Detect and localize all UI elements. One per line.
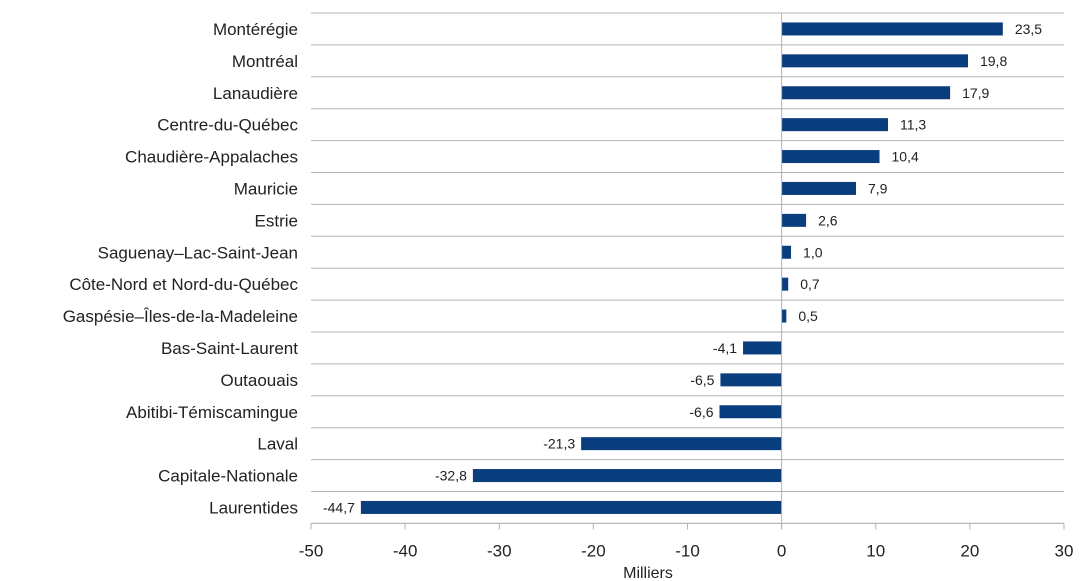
category-label: Centre-du-Québec (157, 116, 298, 135)
data-label: -6,6 (689, 404, 713, 420)
category-label: Lanaudière (213, 84, 298, 103)
data-label: 0,5 (798, 308, 818, 324)
x-tick-label: -20 (581, 541, 606, 560)
data-label: -6,5 (690, 372, 714, 388)
category-label: Outaouais (221, 371, 299, 390)
bar (781, 245, 792, 259)
category-label: Estrie (255, 211, 298, 230)
x-tick-label: 30 (1055, 541, 1074, 560)
data-label: 23,5 (1015, 21, 1042, 37)
x-tick-label: -40 (393, 541, 418, 560)
data-label: 10,4 (892, 149, 919, 165)
bar (360, 500, 782, 514)
category-label: Laval (257, 435, 298, 454)
category-label: Capitale-Nationale (158, 467, 298, 486)
data-label: 2,6 (818, 212, 838, 228)
data-label: 0,7 (800, 276, 820, 292)
x-tick-label: -50 (299, 541, 324, 560)
x-tick-label: 0 (777, 541, 786, 560)
category-label: Côte-Nord et Nord-du-Québec (69, 275, 298, 294)
data-label: -44,7 (323, 499, 355, 515)
bar (781, 118, 888, 132)
data-label: -32,8 (435, 468, 467, 484)
category-label: Abitibi-Témiscamingue (126, 403, 298, 422)
data-label: -21,3 (543, 436, 575, 452)
bar (781, 86, 951, 100)
data-label: -4,1 (713, 340, 737, 356)
x-tick-label: -30 (487, 541, 512, 560)
bar (472, 469, 782, 483)
bar (720, 373, 782, 387)
bar (781, 54, 968, 68)
data-label: 7,9 (868, 180, 888, 196)
x-tick-label: 20 (960, 541, 979, 560)
bar (781, 213, 807, 227)
category-label: Mauricie (234, 179, 298, 198)
data-label: 17,9 (962, 85, 989, 101)
category-label: Gaspésie–Îles-de-la-Madeleine (63, 307, 298, 326)
category-labels: Montérégie Montréal Lanaudière Centre-du-Qu… (63, 20, 299, 518)
data-label: 1,0 (803, 244, 823, 260)
x-tick-label: -10 (675, 541, 700, 560)
bar (781, 277, 789, 291)
x-axis-title: Milliers (623, 565, 673, 581)
bars (360, 22, 1003, 514)
bar (719, 405, 782, 419)
data-label: 19,8 (980, 53, 1007, 69)
data-label: 11,3 (900, 117, 926, 133)
bar (781, 150, 880, 164)
category-label: Bas-Saint-Laurent (161, 339, 298, 358)
category-label: Montréal (232, 52, 298, 71)
category-label: Saguenay–Lac-Saint-Jean (98, 243, 298, 262)
x-tick-label: 10 (866, 541, 885, 560)
bar (743, 341, 782, 355)
bar (781, 22, 1003, 36)
bar (781, 181, 856, 195)
category-label: Chaudière-Appalaches (125, 148, 298, 167)
bar (581, 437, 782, 451)
x-axis: -50 -40 -30 -20 -10 0 10 20 30 (299, 13, 1074, 560)
category-label: Laurentides (209, 498, 298, 517)
category-label: Montérégie (213, 20, 298, 39)
bar (781, 309, 787, 323)
value-labels: 23,5 19,8 17,9 11,3 10,47,9 2,6 1,0 0,7 0,5 -4,1 -… (323, 21, 1042, 516)
